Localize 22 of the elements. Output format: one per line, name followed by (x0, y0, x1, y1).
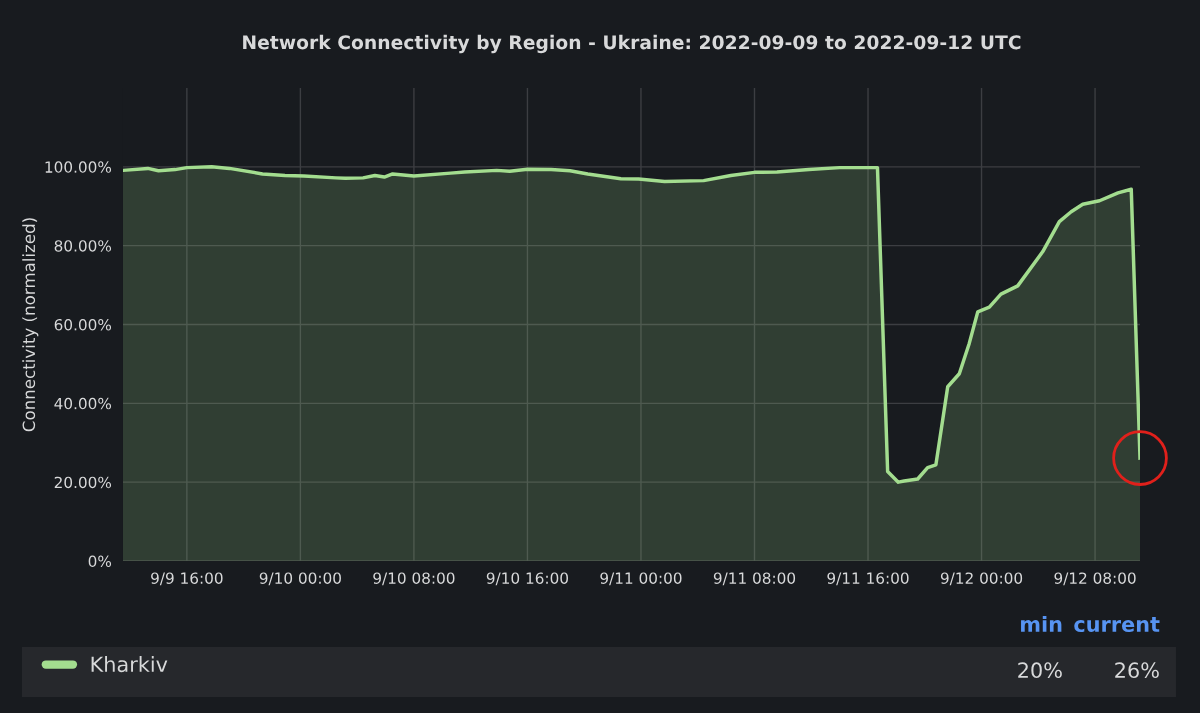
chart-title: Network Connectivity by Region - Ukraine: 2022-09-09 to 2022-09-12 UTC (243, 34, 1021, 54)
x-tick-label: 9/12 00:00 (940, 572, 1023, 586)
x-tick-label: 9/10 16:00 (486, 572, 569, 586)
x-tick-label: 9/11 00:00 (600, 572, 682, 586)
x-tick-label: 9/10 08:00 (373, 572, 455, 586)
legend-label: Kharkiv (91, 656, 168, 673)
y-tick-label: 40.00% (54, 397, 112, 410)
text: 26% (1115, 662, 1159, 679)
x-tick-label: 9/11 16:00 (827, 572, 909, 586)
y-axis-title: Connectivity (normalized) (22, 218, 39, 432)
text: min (1021, 615, 1062, 632)
y-tick-label: 80.00% (54, 240, 112, 252)
text: current (1074, 617, 1160, 633)
y-tick-label: 0% (88, 555, 112, 568)
x-tick-label: 9/11 08:00 (713, 572, 796, 586)
x-tick-label: 9/10 00:00 (259, 572, 341, 586)
x-tick-label: 9/12 08:00 (1054, 572, 1136, 586)
y-tick-label: 20.00% (54, 476, 112, 489)
x-tick-label: 9/9 16:00 (151, 572, 223, 586)
y-tick-label: 100.00% (45, 161, 112, 173)
y-tick-label: 60.00% (54, 318, 112, 331)
text: 20% (1018, 662, 1062, 679)
